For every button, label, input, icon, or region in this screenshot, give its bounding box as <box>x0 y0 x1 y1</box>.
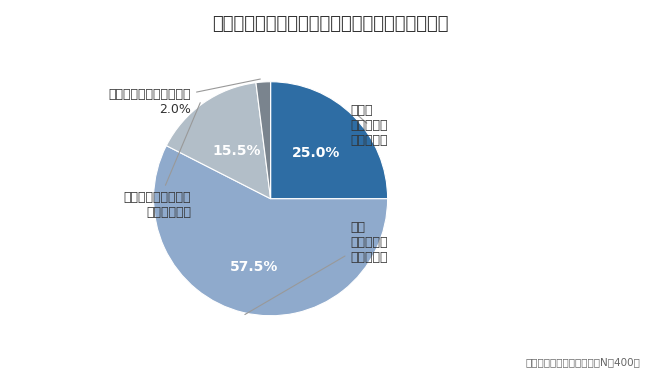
Text: 15.5%: 15.5% <box>213 144 261 158</box>
Text: ほとんどストレスを
感じていない: ほとんどストレスを 感じていない <box>123 103 200 219</box>
Text: マンパワーグループ調べ（N＝400）: マンパワーグループ調べ（N＝400） <box>525 357 640 368</box>
Text: 非常に
ストレスを
感じている: 非常に ストレスを 感じている <box>350 104 387 147</box>
Wedge shape <box>256 82 271 199</box>
Text: 25.0%: 25.0% <box>292 146 341 160</box>
Wedge shape <box>271 82 387 199</box>
Wedge shape <box>154 146 387 316</box>
Text: 勤務先でどの程度、ストレスを感じていますか。: 勤務先でどの程度、ストレスを感じていますか。 <box>212 15 448 33</box>
Text: ストレスを感じていない
2.0%: ストレスを感じていない 2.0% <box>108 79 260 116</box>
Wedge shape <box>166 82 271 199</box>
Text: やや
ストレスを
感じている: やや ストレスを 感じている <box>245 220 387 315</box>
Text: 57.5%: 57.5% <box>230 260 279 274</box>
